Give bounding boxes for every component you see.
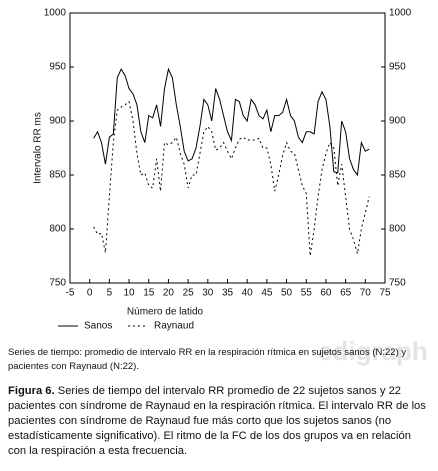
figure-text: Series de tiempo del intervalo RR promed… [8, 385, 426, 457]
chart: Número de latido Intervalo RR ms -5 0 5 10 1… [33, 8, 412, 332]
plot-frame [69, 12, 386, 284]
y2-tick-label: 750 [389, 278, 406, 289]
y2-tick-label: 800 [389, 224, 406, 235]
x-tick-label: 45 [261, 288, 273, 299]
series-line [93, 67, 370, 177]
watermark: edigraph [318, 336, 428, 366]
legend-label: Sanos [84, 321, 112, 332]
y-tick-label: 1000 [44, 8, 67, 19]
x-tick-label: 70 [360, 288, 372, 299]
y2-tick-label: 850 [389, 170, 406, 181]
x-axis-label: Número de latido [127, 307, 204, 318]
x-tick-label: 50 [281, 288, 293, 299]
figure-label: Figura 6. [8, 385, 55, 397]
x-tick-label: 15 [143, 288, 155, 299]
y2-tick-label: 900 [389, 116, 406, 127]
x-tick-label: 5 [107, 288, 113, 299]
x-tick-label: 0 [87, 288, 93, 299]
x-tick-label: 75 [379, 288, 391, 299]
y-axis-label: Intervalo RR ms [33, 112, 44, 184]
x-tick-label: 10 [124, 288, 136, 299]
y-tick-label: 850 [49, 170, 66, 181]
x-tick-label: 20 [163, 288, 175, 299]
x-tick-label: 30 [202, 288, 214, 299]
x-tick-label: 40 [242, 288, 254, 299]
figure-note: Series de tiempo: promedio de intervalo … [8, 347, 407, 372]
y-tick-label: 800 [49, 224, 66, 235]
x-tick-label: 35 [222, 288, 234, 299]
x-tick-label: 60 [320, 288, 332, 299]
y-tick-label: 950 [49, 62, 66, 73]
y-tick-label: 900 [49, 116, 66, 127]
x-tick-label: 65 [340, 288, 352, 299]
x-tick-label: 25 [183, 288, 195, 299]
y-tick-label: 750 [49, 278, 66, 289]
series-line [93, 100, 370, 257]
figure-caption: Figura 6. Series de tiempo del intervalo… [8, 384, 432, 459]
y2-tick-label: 1000 [389, 8, 412, 19]
x-tick-label: 55 [301, 288, 313, 299]
y2-tick-label: 950 [389, 62, 406, 73]
legend-label: Raynaud [154, 321, 194, 332]
x-tick-label: -5 [66, 288, 75, 299]
